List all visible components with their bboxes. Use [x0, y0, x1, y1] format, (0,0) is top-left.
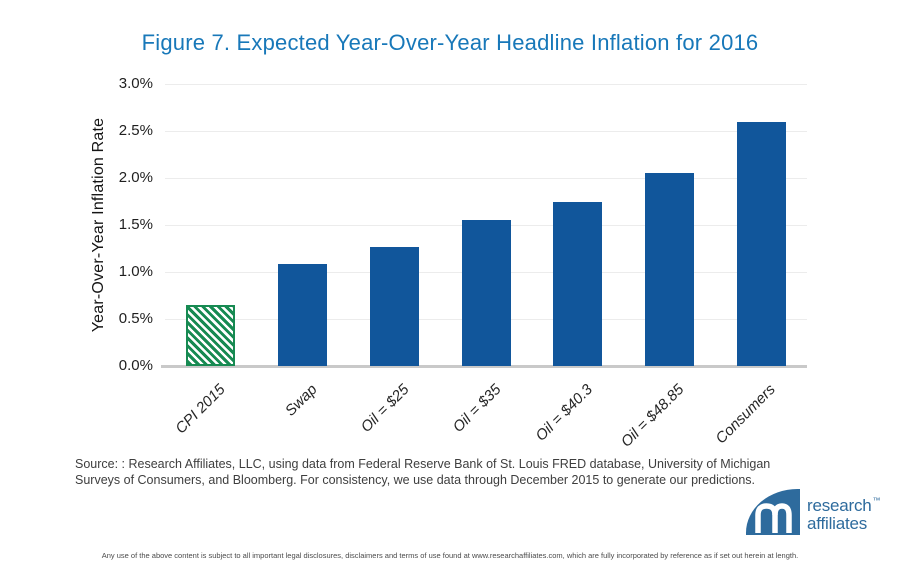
x-category-label: Oil = $40.3: [532, 381, 596, 445]
y-tick-label: 0.5%: [118, 310, 153, 327]
x-label-cell: Oil = $35: [440, 367, 532, 455]
legal-disclaimer: Any use of the above content is subject …: [101, 551, 799, 560]
bar-column: [532, 84, 624, 366]
bar-column: [165, 84, 257, 366]
x-label-cell: CPI 2015: [165, 367, 257, 455]
plot-area: [161, 84, 807, 368]
bar-oil-35: [461, 220, 511, 366]
bar-column: [257, 84, 349, 366]
y-tick-label: 2.5%: [118, 122, 153, 139]
chart-title: Figure 7. Expected Year-Over-Year Headli…: [141, 30, 759, 55]
bar-column: [624, 84, 716, 366]
bar-column: [348, 84, 440, 366]
ra-monogram-icon: [746, 489, 800, 535]
y-tick-label: 1.5%: [118, 216, 153, 233]
x-category-label: Swap: [282, 381, 321, 420]
bar-oil-25: [369, 246, 419, 366]
trademark-icon: ™: [872, 495, 881, 505]
x-label-cell: Oil = $48.85: [618, 367, 716, 455]
x-label-cell: Oil = $40.3: [532, 367, 624, 455]
source-note: Source: : Research Affiliates, LLC, usin…: [75, 457, 771, 487]
logo-wordmark: research™ affiliates: [807, 492, 881, 533]
bar-column: [715, 84, 807, 366]
x-axis-category-labels: CPI 2015 Swap Oil = $25 Oil = $35 Oil = $40.…: [165, 367, 807, 455]
x-category-label: Oil = $35: [449, 381, 505, 436]
bar-swap: [278, 264, 328, 366]
x-category-label: Oil = $25: [357, 381, 413, 436]
gridline: [165, 84, 807, 85]
y-tick-label: 1.0%: [118, 263, 153, 280]
y-tick-label: 2.0%: [118, 169, 153, 186]
x-label-cell: Consumers: [712, 367, 807, 455]
x-category-label: Consumers: [712, 381, 780, 448]
x-label-cell: Swap: [257, 367, 349, 455]
gridline: [165, 131, 807, 132]
x-label-cell: Oil = $25: [348, 367, 440, 455]
y-tick-label: 3.0%: [118, 75, 153, 92]
x-axis-line: [161, 365, 807, 368]
logo-line2: affiliates: [807, 513, 868, 533]
gridline: [165, 178, 807, 179]
y-axis-tick-labels: 3.0% 2.5% 2.0% 1.5% 1.0% 0.5% 0.0%: [0, 75, 153, 374]
research-affiliates-logo: research™ affiliates: [746, 489, 881, 535]
bar-column: [440, 84, 532, 366]
bar-consumers: [736, 121, 786, 366]
bar-series: [165, 84, 807, 366]
bar-oil-40.3: [553, 201, 603, 366]
bar-oil-48.85: [644, 173, 694, 366]
bar-cpi-2015: [186, 304, 236, 366]
logo-line1: research: [807, 495, 872, 515]
x-category-label: Oil = $48.85: [617, 381, 688, 451]
x-category-label: CPI 2015: [172, 381, 229, 438]
y-tick-label: 0.0%: [118, 357, 153, 374]
